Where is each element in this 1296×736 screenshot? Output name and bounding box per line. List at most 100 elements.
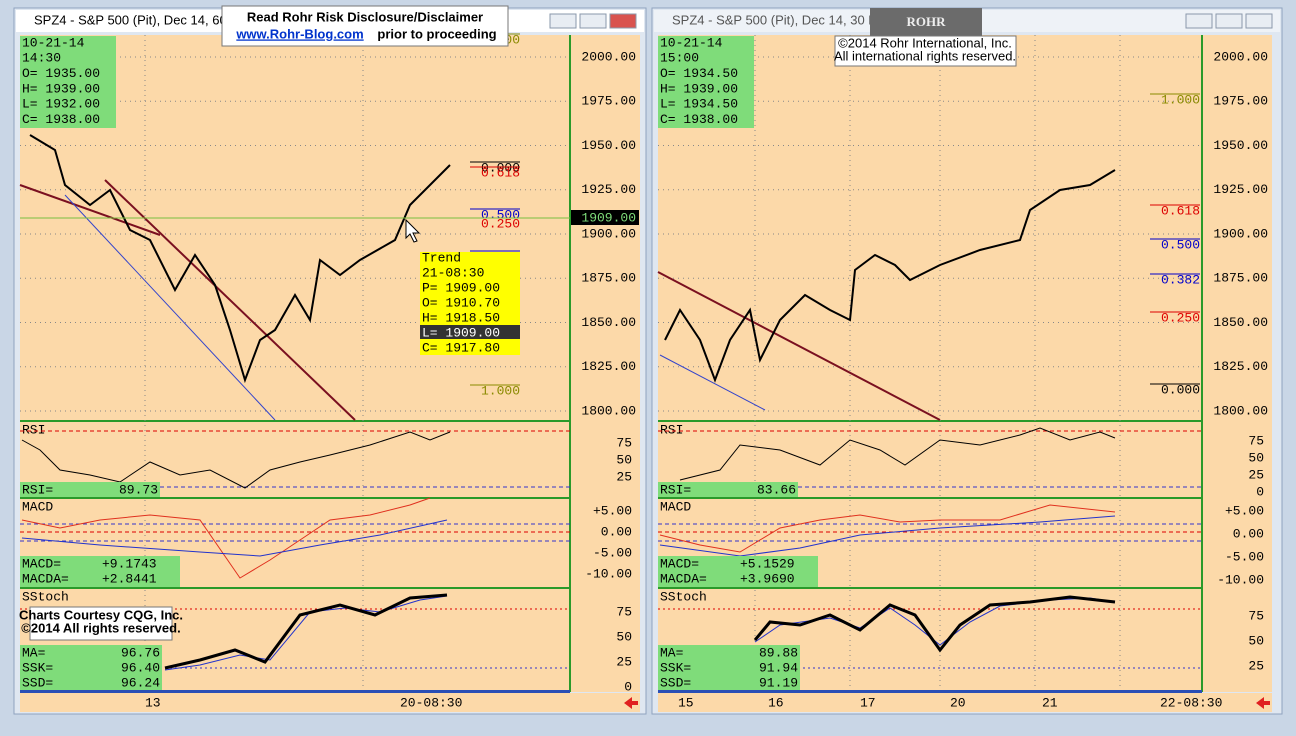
fib-label: 0.250 (481, 216, 520, 231)
trend-line (659, 354, 766, 411)
fib-label: 0.500 (1161, 237, 1200, 252)
window-button[interactable] (579, 13, 607, 29)
courtesy-text: ©2014 All rights reserved. (21, 620, 180, 635)
current-price: 1909.00 (581, 210, 636, 225)
value-box (20, 645, 162, 692)
rsi-tick-label: 50 (1248, 450, 1264, 465)
macd-value: +2.8441 (102, 571, 157, 586)
trend-line (104, 179, 356, 421)
courtesy-text: Charts Courtesy CQG, Inc. (19, 607, 183, 622)
info-line: L= 1934.50 (660, 97, 738, 112)
info-line: 14:30 (22, 51, 61, 66)
info-box (20, 36, 116, 128)
macd-tick-label: +5.00 (1225, 503, 1264, 518)
rsi-tick-label: 75 (1248, 433, 1264, 448)
sstoch-name: SSK= (22, 660, 53, 675)
rsi-value: 83.66 (757, 482, 796, 497)
trend-line-text: H= 1918.50 (422, 310, 500, 325)
trend-line-text: L= 1909.00 (422, 325, 500, 340)
macda-line (21, 519, 448, 557)
window-button[interactable] (1185, 13, 1213, 29)
date-label: 20-08:30 (400, 695, 462, 710)
cursor (405, 218, 421, 243)
price-tick-label: 1875.00 (1213, 271, 1268, 286)
sstoch-value: 96.76 (121, 645, 160, 660)
trend-line-text: P= 1909.00 (422, 280, 500, 295)
price-tick-label: 1800.00 (581, 403, 636, 418)
price-tick-label: 1900.00 (1213, 226, 1268, 241)
trend-line (19, 184, 161, 236)
date-label: 16 (768, 695, 784, 710)
date-label: 22-08:30 (1160, 695, 1222, 710)
price-tick-label: 1800.00 (1213, 403, 1268, 418)
copyright: ©2014 Rohr International, Inc. (838, 35, 1012, 50)
trend-line (64, 194, 276, 421)
copyright-box (834, 35, 1017, 67)
macd-tick-label: -5.00 (1225, 549, 1264, 564)
fib-label: 0.000 (1161, 382, 1200, 397)
scroll-arrow[interactable] (624, 697, 638, 709)
info-box (658, 36, 754, 128)
logo: ROHR (907, 14, 947, 29)
trend-line-text: O= 1910.70 (422, 295, 500, 310)
price-tick-label: 1850.00 (1213, 315, 1268, 330)
rsi-line (21, 431, 451, 489)
logo-box (870, 8, 982, 36)
macd-value: +5.1529 (740, 556, 795, 571)
fib-label: 0.500 (481, 207, 520, 222)
panel-label: MACD (22, 499, 53, 514)
window-button[interactable] (1245, 13, 1273, 29)
macd-name: MACDA= (22, 571, 69, 586)
macd-tick-label: 0.00 (601, 524, 632, 539)
panel-label: SStoch (660, 589, 707, 604)
trend-line-text: 21-08:30 (422, 265, 484, 280)
sstoch-value: 89.88 (759, 645, 798, 660)
fib-label: 0.250 (1161, 310, 1200, 325)
trend-line (657, 271, 941, 421)
info-line: H= 1939.00 (22, 81, 100, 96)
price-bars (664, 169, 1116, 383)
scroll-arrow[interactable] (1256, 697, 1270, 709)
macd-name: MACDA= (660, 571, 707, 586)
window-button[interactable] (609, 13, 637, 29)
rsi-tick-label: 25 (616, 469, 632, 484)
disclaimer-title: Read Rohr Risk Disclosure/Disclaimer (247, 9, 483, 24)
price-tick-label: 1950.00 (581, 138, 636, 153)
courtesy-box (29, 606, 173, 641)
price-tick-label: 1850.00 (581, 315, 636, 330)
info-line: 10-21-14 (22, 35, 85, 50)
sstoch-value: 91.94 (759, 660, 798, 675)
chart-area (20, 35, 640, 692)
copyright: All international rights reserved. (834, 48, 1016, 63)
rsi-value: 89.73 (119, 482, 158, 497)
rsi-tick-label: 50 (616, 452, 632, 467)
chart-area (658, 35, 1272, 692)
trend-line-text: Trend (422, 250, 461, 265)
macd-tick-label: +5.00 (593, 503, 632, 518)
info-line: O= 1934.50 (660, 66, 738, 81)
trend-highlight (420, 325, 520, 339)
rsi-name: RSI= (660, 482, 691, 497)
date-label: 13 (145, 695, 161, 710)
disclaimer-link[interactable]: www.Rohr-Blog.com (235, 26, 363, 41)
disclaimer-note: prior to proceeding (377, 26, 496, 41)
sstoch-tick-label: 25 (616, 654, 632, 669)
window-title: SPZ4 - S&P 500 (Pit), Dec 14, 30 Min (672, 12, 889, 27)
rsi-tick-label: 25 (1248, 467, 1264, 482)
window-button[interactable] (1215, 13, 1243, 29)
sstoch-name: MA= (660, 645, 684, 660)
fib-label: 1.000 (481, 383, 520, 398)
fib-label: 0.618 (481, 165, 520, 180)
fib-label: 1.000 (1161, 92, 1200, 107)
rsi-tick-label: 75 (616, 435, 632, 450)
date-label: 21 (1042, 695, 1058, 710)
current-price-box (571, 210, 639, 225)
price-bars (29, 134, 451, 384)
value-box (20, 482, 160, 497)
rsi-name: RSI= (22, 482, 53, 497)
macd-name: MACD= (22, 556, 61, 571)
window-button[interactable] (549, 13, 577, 29)
date-label: 20 (950, 695, 966, 710)
date-axis (20, 693, 640, 712)
